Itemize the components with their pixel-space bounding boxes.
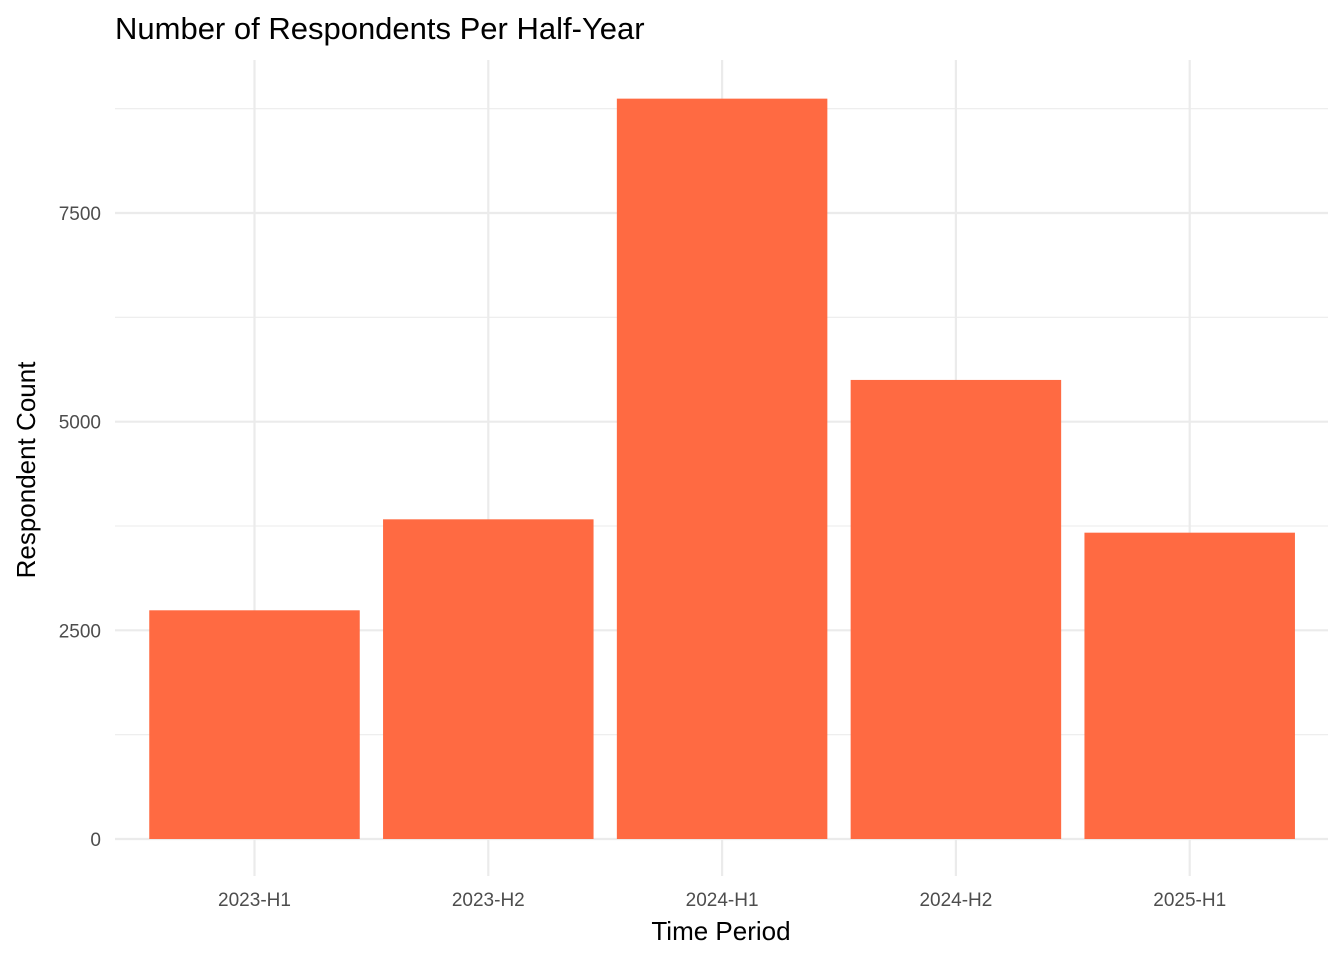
x-tick-label: 2025-H1 [1153,890,1226,911]
x-axis-title: Time Period [651,916,790,946]
x-tick-label: 2023-H1 [218,890,291,911]
chart-title: Number of Respondents Per Half-Year [115,11,645,46]
bar-layer [149,98,1295,840]
bar-2023-H1 [149,610,360,839]
y-tick-label: 0 [90,830,101,851]
x-tick-labels: 2023-H1 2023-H2 2024-H1 2024-H2 2025-H1 [218,890,1226,911]
y-tick-labels: 0 2500 5000 7500 [59,204,101,851]
bar-2025-H1 [1084,532,1295,839]
bar-2023-H2 [383,519,594,839]
x-tick-label: 2024-H2 [919,890,992,911]
y-tick-label: 7500 [59,204,101,225]
y-tick-label: 2500 [59,621,101,642]
bar-2024-H1 [616,98,828,840]
x-tick-label: 2024-H1 [686,890,759,911]
y-tick-label: 5000 [59,413,101,434]
x-tick-label: 2023-H2 [452,890,525,911]
y-axis-title: Respondent Count [11,361,41,579]
bar-2024-H2 [850,379,1062,839]
